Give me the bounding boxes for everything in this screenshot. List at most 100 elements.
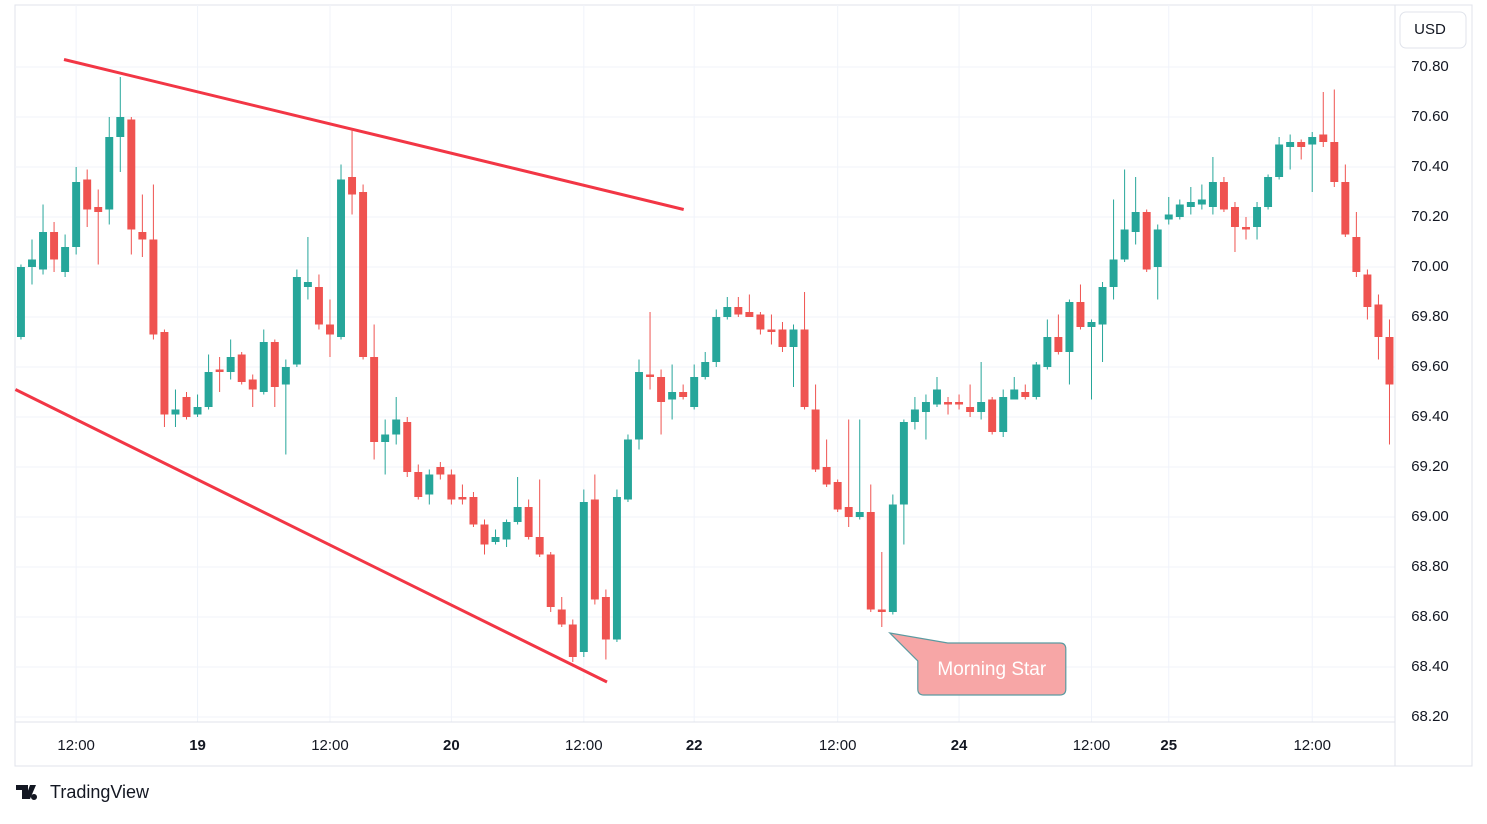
candle-body <box>866 512 875 610</box>
currency-box[interactable] <box>1399 11 1467 49</box>
candle-body <box>138 232 147 240</box>
brand: TradingView <box>16 782 150 802</box>
candle-body <box>1253 207 1262 227</box>
y-tick-label: 70.20 <box>1411 208 1449 225</box>
candle-body <box>392 419 401 435</box>
candle-body <box>94 207 103 212</box>
candle-body <box>524 507 533 537</box>
candle-body <box>1197 199 1206 205</box>
candle-body <box>502 522 511 540</box>
candle-body <box>966 407 975 412</box>
candle-body <box>370 357 379 442</box>
candle-body <box>1385 337 1394 385</box>
candle-body <box>1010 389 1019 400</box>
x-tick-label: 12:00 <box>57 737 95 754</box>
candle-body <box>414 472 423 497</box>
candle-body <box>226 357 235 372</box>
y-tick-label: 69.60 <box>1411 358 1449 375</box>
candle-body <box>469 497 478 525</box>
brand-logo <box>16 785 38 801</box>
candle-body <box>590 499 599 600</box>
candles <box>16 77 1394 662</box>
candle-body <box>1230 207 1239 227</box>
candle-body <box>723 307 732 317</box>
candle-body <box>61 247 70 272</box>
y-tick-label: 69.40 <box>1411 408 1449 425</box>
candle-body <box>1297 142 1306 147</box>
x-tick-label: 12:00 <box>311 737 349 754</box>
candle-body <box>50 232 59 260</box>
candle-body <box>1186 202 1195 207</box>
candle-body <box>1087 322 1096 327</box>
candle-body <box>546 554 555 607</box>
candle-body <box>988 399 997 432</box>
candle-body <box>1021 392 1030 397</box>
candle-body <box>833 482 842 510</box>
candle-body <box>160 332 169 415</box>
candle-body <box>789 329 798 347</box>
currency-label: USD <box>1414 21 1446 38</box>
candle-body <box>491 537 500 542</box>
candle-body <box>458 497 467 500</box>
x-tick-label: 12:00 <box>565 737 603 754</box>
candle-body <box>149 239 158 335</box>
y-tick-label: 70.80 <box>1411 58 1449 75</box>
candle-body <box>359 192 368 357</box>
candle-body <box>756 314 765 330</box>
x-tick-label: 12:00 <box>1073 737 1111 754</box>
candle-body <box>1054 337 1063 352</box>
candle-body <box>72 182 81 247</box>
candle-body <box>921 402 930 412</box>
candle-body <box>1076 302 1085 327</box>
candle-body <box>1352 237 1361 272</box>
candle-body <box>899 422 908 505</box>
candle-body <box>767 329 776 332</box>
candle-body <box>1142 212 1151 270</box>
candle-body <box>557 609 566 625</box>
candle-body <box>480 524 489 545</box>
candle-body <box>612 497 621 640</box>
candle-body <box>955 402 964 405</box>
candle-body <box>844 507 853 517</box>
candle-body <box>105 137 114 210</box>
candle-body <box>1275 144 1284 177</box>
candle-body <box>1341 182 1350 235</box>
grid <box>15 5 1395 722</box>
candle-body <box>568 624 577 657</box>
candle-body <box>579 502 588 652</box>
candle-body <box>1319 134 1328 142</box>
candle-body <box>127 119 136 230</box>
y-tick-label: 70.00 <box>1411 258 1449 275</box>
y-tick-label: 68.20 <box>1411 708 1449 725</box>
x-tick-label: 19 <box>189 737 206 754</box>
annotation-callout <box>888 632 1067 696</box>
y-tick-label: 70.60 <box>1411 108 1449 125</box>
candle-body <box>977 402 986 412</box>
candle-body <box>778 329 787 347</box>
x-tick-label: 12:00 <box>819 737 857 754</box>
trendline <box>14 388 608 684</box>
candle-body <box>877 609 886 612</box>
candle-body <box>436 467 445 475</box>
y-tick-label: 69.00 <box>1411 508 1449 525</box>
candle-body <box>999 397 1008 432</box>
candle-body <box>83 179 92 210</box>
candle-body <box>1164 214 1173 220</box>
chart-frame <box>14 4 1473 767</box>
trendline <box>63 58 685 211</box>
candle-body <box>1098 287 1107 325</box>
candle-body <box>635 372 643 440</box>
candle-body <box>1131 212 1140 232</box>
candle-body <box>1109 259 1118 287</box>
candle-body <box>1175 204 1184 217</box>
candle-body <box>1363 274 1372 307</box>
candle-body <box>712 317 721 362</box>
candle-body <box>944 402 952 405</box>
candle-body <box>800 329 809 407</box>
annotation: Morning Star <box>888 632 1067 696</box>
candle-body <box>303 282 312 287</box>
trendlines <box>14 58 685 684</box>
candle-body <box>39 232 48 270</box>
candle-body <box>601 597 610 640</box>
